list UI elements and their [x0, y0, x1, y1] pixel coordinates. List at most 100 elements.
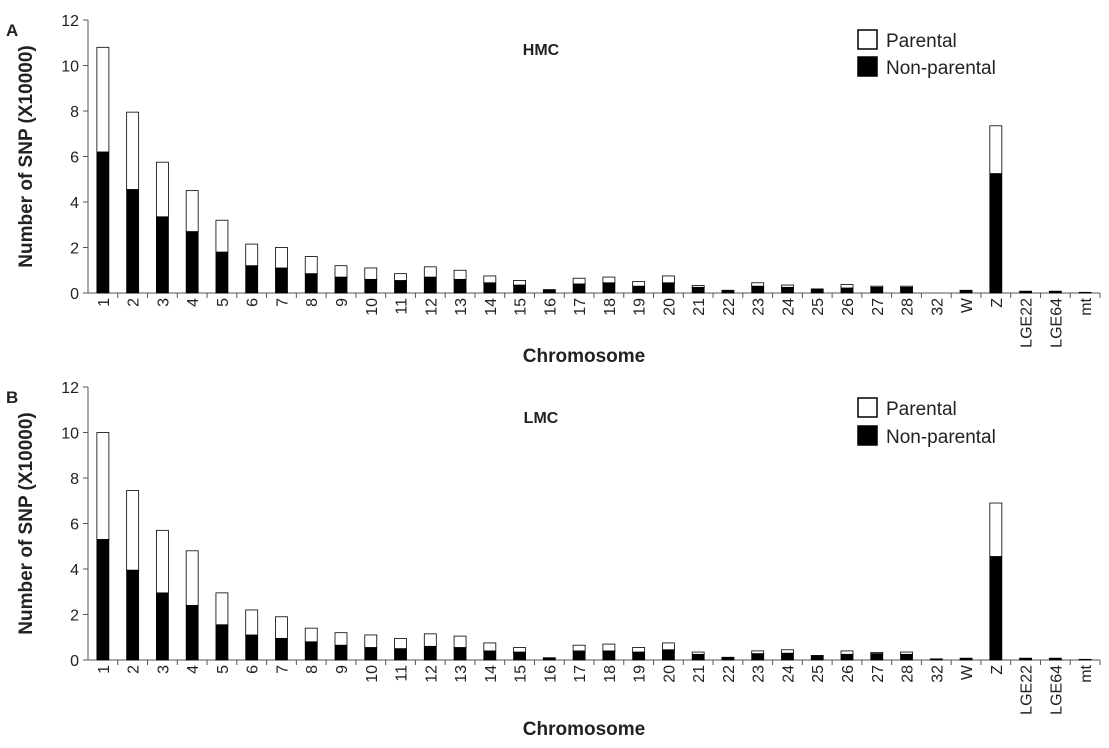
bar-non-parental — [1078, 291, 1092, 294]
x-tick-label: LGE64 — [1048, 298, 1065, 348]
x-tick-label: 22 — [721, 665, 738, 683]
bar-non-parental — [870, 653, 884, 661]
bar-parental — [245, 243, 259, 267]
bar-non-parental — [275, 267, 288, 294]
bar-parental — [691, 651, 705, 655]
bar-parental — [215, 219, 229, 253]
y-tick-label: 8 — [70, 104, 79, 121]
bar-non-parental — [483, 282, 497, 294]
x-tick-label: 23 — [751, 298, 768, 316]
y-tick-label: 12 — [61, 13, 79, 30]
y-tick-label: 2 — [70, 241, 79, 258]
legend-label: Non-parental — [886, 58, 996, 79]
x-tick-label: 19 — [632, 665, 649, 683]
bar-non-parental — [364, 647, 378, 661]
legend-swatch-parental — [857, 397, 878, 418]
bar-non-parental — [959, 657, 973, 661]
x-tick-label: 32 — [929, 298, 946, 316]
legend-swatch-non-parental — [857, 425, 878, 446]
bar-non-parental — [542, 289, 556, 294]
bar-parental — [900, 285, 913, 288]
bar-non-parental — [185, 605, 199, 661]
x-tick-label: 2 — [126, 665, 143, 674]
panel-letter: B — [6, 388, 18, 407]
bar-non-parental — [394, 648, 407, 661]
x-tick-label: LGE64 — [1048, 665, 1065, 715]
bar-non-parental — [513, 284, 526, 294]
x-tick-label: 26 — [840, 298, 857, 316]
bar-parental — [304, 256, 318, 275]
x-tick-label: 4 — [185, 298, 202, 307]
y-tick-label: 2 — [70, 608, 79, 625]
y-tick-label: 10 — [61, 426, 79, 443]
legend-swatch-parental — [857, 29, 878, 50]
x-tick-label: 27 — [870, 665, 887, 683]
bar-non-parental — [185, 231, 199, 294]
x-tick-label: 13 — [453, 298, 470, 316]
bar-non-parental — [602, 650, 616, 661]
x-tick-label: 10 — [364, 665, 381, 683]
bar-non-parental — [959, 289, 973, 294]
bar-parental — [572, 644, 586, 652]
x-tick-label: 28 — [900, 298, 917, 316]
x-tick-label: 18 — [602, 665, 619, 683]
x-tick-label: 6 — [245, 298, 262, 307]
x-tick-label: 2 — [126, 298, 143, 307]
x-tick-label: 22 — [721, 298, 738, 316]
y-tick-label: 0 — [70, 286, 79, 303]
bar-non-parental — [870, 286, 884, 294]
bar-parental — [185, 550, 199, 606]
y-tick-label: 12 — [61, 380, 79, 397]
bar-non-parental — [394, 280, 407, 294]
y-tick-label: 4 — [70, 562, 79, 579]
bar-parental — [156, 161, 169, 218]
bar-non-parental — [721, 289, 735, 294]
bar-parental — [513, 280, 526, 286]
x-tick-label: 14 — [483, 665, 500, 683]
x-tick-label: Z — [989, 298, 1006, 308]
bar-parental — [453, 269, 467, 280]
bar-parental — [304, 627, 318, 643]
y-tick-label: 0 — [70, 653, 79, 670]
bar-parental — [96, 432, 110, 540]
bar-non-parental — [810, 288, 824, 294]
x-tick-label: 8 — [304, 298, 321, 307]
bar-parental — [662, 642, 675, 651]
legend-label: Non-parental — [886, 427, 996, 448]
bar-non-parental — [1019, 290, 1032, 294]
bar-non-parental — [1048, 290, 1062, 294]
x-tick-label: 8 — [304, 665, 321, 674]
bar-parental — [483, 642, 497, 652]
bar-non-parental — [1019, 657, 1032, 661]
bar-non-parental — [126, 569, 140, 661]
x-tick-label: 16 — [542, 665, 559, 683]
x-tick-label: LGE22 — [1019, 665, 1036, 715]
x-tick-label: 12 — [423, 665, 440, 683]
bar-non-parental — [423, 645, 437, 661]
bar-parental — [662, 275, 675, 284]
x-axis-title: Chromosome — [523, 346, 645, 367]
bar-non-parental — [364, 278, 378, 294]
bar-parental — [870, 652, 884, 655]
bar-non-parental — [840, 653, 854, 661]
bar-non-parental — [156, 216, 169, 294]
bar-parental — [870, 285, 884, 288]
x-tick-label: Z — [989, 665, 1006, 675]
bar-parental — [900, 651, 913, 655]
x-tick-label: 26 — [840, 665, 857, 683]
y-axis-title: Number of SNP (X10000) — [16, 45, 37, 267]
x-tick-label: 27 — [870, 298, 887, 316]
y-tick-label: 8 — [70, 471, 79, 488]
bar-non-parental — [989, 556, 1003, 661]
bar-parental — [423, 633, 437, 647]
bar-parental — [126, 490, 140, 571]
x-tick-label: W — [959, 297, 976, 313]
bar-parental — [96, 46, 110, 153]
bar-parental — [334, 632, 348, 646]
bar-non-parental — [453, 647, 467, 661]
x-tick-label: 20 — [661, 298, 678, 316]
bar-parental — [423, 266, 437, 278]
x-tick-label: 18 — [602, 298, 619, 316]
x-tick-label: mt — [1078, 297, 1095, 315]
